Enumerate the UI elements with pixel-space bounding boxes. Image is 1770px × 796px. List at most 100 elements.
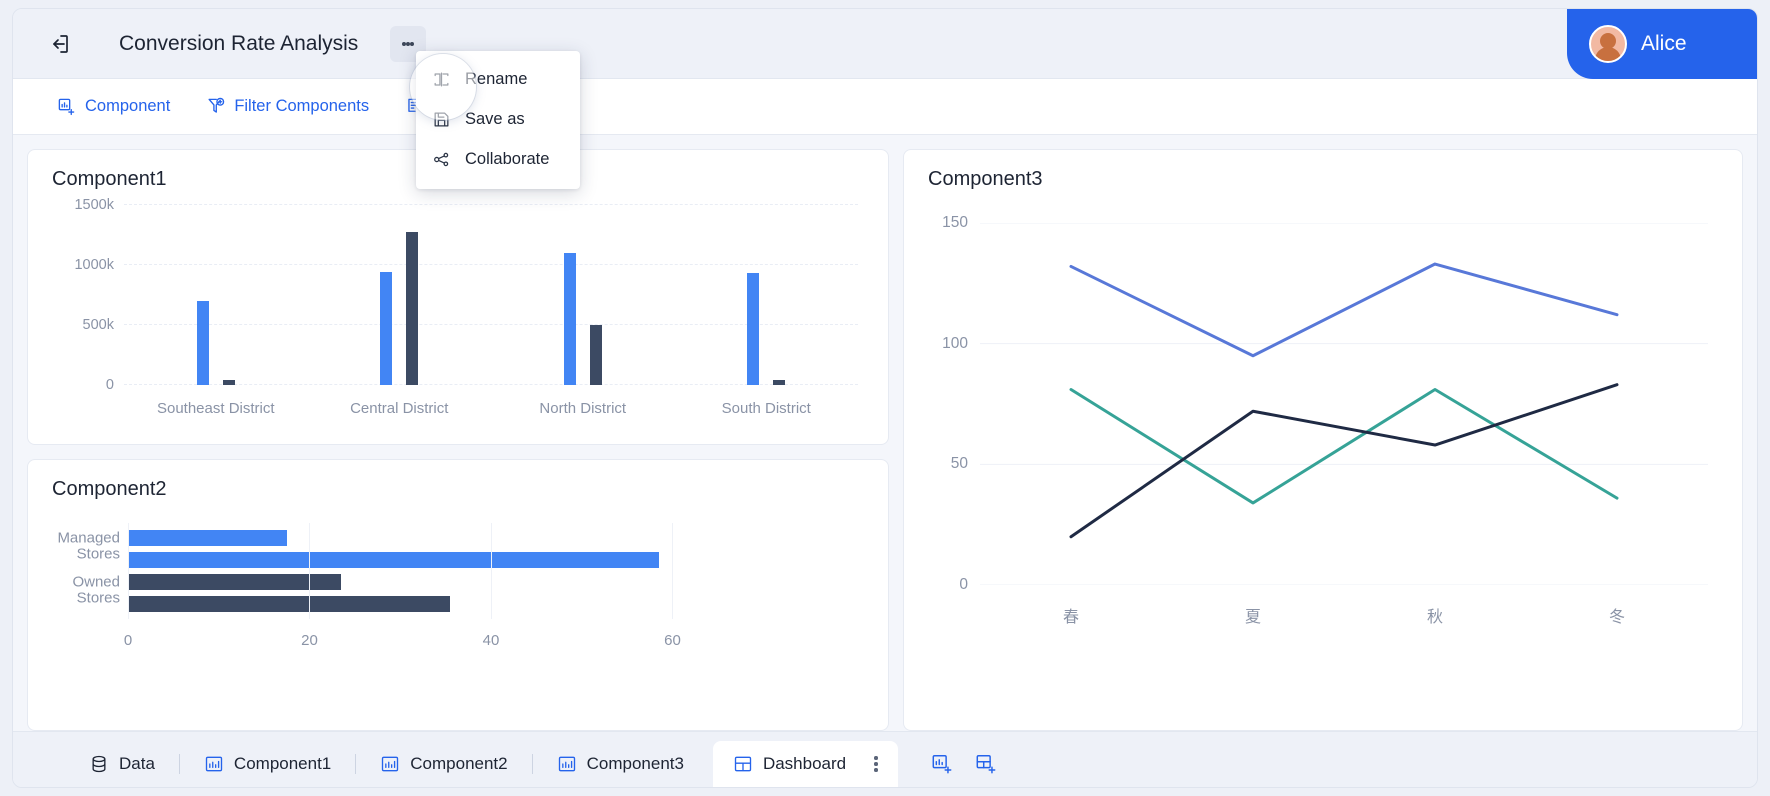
tab-data[interactable]: Data [69, 741, 175, 787]
left-column: Component1 0 500k 1000k 1500k Southeast Dis… [27, 149, 889, 731]
bar[interactable] [589, 325, 602, 385]
bar-row [128, 552, 736, 568]
tab-component2[interactable]: Component2 [360, 741, 527, 787]
y-axis-tick-label: 150 [942, 214, 968, 231]
bar[interactable] [563, 253, 576, 385]
kebab-dot [406, 41, 411, 46]
tab-dashboard[interactable]: Dashboard [712, 741, 898, 787]
filter-components-button[interactable]: Filter Components [188, 87, 387, 127]
tab-label: Dashboard [762, 754, 847, 773]
add-chart-icon [57, 97, 76, 116]
y-axis-tick-label: 0 [959, 576, 968, 593]
bar-row: Owned Stores [72, 574, 736, 605]
bottom-tab-bar: Data Component1 Component2 Component3 Dashbo… [13, 731, 1757, 787]
menu-item-collaborate[interactable]: Collaborate [416, 139, 580, 179]
page-title: Conversion Rate Analysis [119, 31, 359, 55]
line-chart-svg [980, 223, 1708, 585]
gridline [672, 523, 674, 619]
add-component-button[interactable]: Component [39, 87, 188, 127]
more-options-icon[interactable] [390, 25, 427, 62]
y-axis-tick-label: 1500k [74, 197, 114, 213]
bar[interactable] [128, 596, 451, 612]
component1-card[interactable]: Component1 0 500k 1000k 1500k Southeast Dis… [27, 149, 889, 445]
avatar-body [1595, 47, 1621, 61]
component1-title: Component1 [52, 168, 167, 190]
dashboard-canvas: Component1 0 500k 1000k 1500k Southeast Dis… [13, 51, 1757, 731]
tab-label: Component1 [233, 754, 332, 773]
y-axis-category-label: Owned Stores [72, 573, 120, 606]
title-bar: Conversion Rate Analysis Alice [13, 9, 1757, 79]
bar[interactable] [196, 301, 209, 385]
bar-chart-icon [204, 754, 224, 774]
tab-separator [178, 754, 180, 774]
y-axis-tick-label: 100 [942, 334, 968, 352]
bar-row [128, 596, 736, 612]
x-axis-tick-label: 冬 [1608, 609, 1626, 626]
tab-separator [355, 754, 357, 774]
exit-arrow-icon[interactable] [43, 27, 77, 61]
component1-bars [124, 205, 858, 385]
line-series[interactable] [1069, 383, 1619, 539]
bar-row: Managed Stores [57, 530, 736, 561]
gridline [128, 523, 129, 619]
tab-label: Component2 [410, 754, 508, 773]
document-options-menu[interactable]: Rename Save as [416, 51, 580, 189]
x-axis-tick-label: 夏 [1244, 609, 1262, 626]
x-axis-tick-label: 60 [664, 632, 681, 649]
component3-chart: 0 50 100 150 春 夏 秋 冬 [914, 201, 1718, 641]
tab-separator [531, 754, 533, 774]
menu-item-collaborate-label: Collaborate [465, 149, 550, 168]
x-axis-tick-label: North District [539, 400, 627, 417]
bar[interactable] [406, 232, 419, 385]
line-series[interactable] [1069, 262, 1619, 358]
add-chart-icon[interactable] [920, 741, 964, 787]
component1-x-axis: Southeast District Central District North … [124, 400, 858, 417]
bar[interactable] [222, 379, 235, 385]
bar-chart-icon [380, 754, 400, 774]
avatar [1589, 25, 1627, 63]
x-axis-tick-label: 春 [1062, 609, 1080, 626]
tab-component3[interactable]: Component3 [537, 741, 704, 787]
add-dashboard-icon[interactable] [964, 741, 1008, 787]
line-series[interactable] [1069, 388, 1619, 505]
bar[interactable] [128, 530, 287, 546]
bar-chart-icon [557, 754, 577, 774]
kebab-dot [410, 41, 415, 46]
x-axis-tick-label: 20 [301, 632, 318, 649]
application-window: Conversion Rate Analysis Alice [12, 8, 1758, 788]
tab-component1[interactable]: Component1 [184, 741, 351, 787]
bar-group [308, 205, 492, 385]
dashboard-grid-icon [733, 754, 753, 774]
user-account-button[interactable]: Alice [1567, 9, 1757, 79]
bar[interactable] [380, 272, 393, 385]
component1-chart: 0 500k 1000k 1500k Southeast District Centra… [48, 197, 868, 423]
component1-gridlines: 0 500k 1000k 1500k [74, 197, 858, 393]
x-axis-tick-label: 秋 [1426, 609, 1444, 626]
tab-label: Data [119, 754, 155, 773]
gridline [309, 523, 311, 619]
bar[interactable] [128, 552, 659, 568]
gridline [124, 264, 858, 265]
bar[interactable] [747, 272, 760, 385]
collaborate-icon [432, 150, 451, 169]
tab-more-icon[interactable] [874, 755, 878, 773]
component3-title: Component3 [928, 168, 1043, 190]
tab-label: Component3 [586, 754, 684, 773]
bar[interactable] [128, 574, 342, 590]
y-axis-tick-label: 1000k [74, 257, 114, 274]
add-component-label: Component [85, 97, 171, 115]
y-axis-tick-label: 50 [950, 455, 968, 473]
y-axis-tick-label: 500k [82, 317, 114, 334]
component2-card[interactable]: Component2 Managed Stores Owned Stores 0 20 4… [27, 459, 889, 731]
x-axis-tick-label: South District [721, 400, 811, 417]
bar[interactable] [773, 380, 786, 385]
x-axis-tick-label: Southeast District [156, 400, 275, 417]
x-axis-tick-label: 40 [482, 632, 500, 649]
filter-components-label: Filter Components [234, 97, 370, 115]
component2-title: Component2 [52, 478, 167, 500]
add-filter-icon [206, 97, 225, 116]
component3-card[interactable]: Component3 0 50 100 150 春 夏 秋 冬 [903, 149, 1743, 731]
component2-chart: Managed Stores Owned Stores 0 20 40 60 [48, 523, 868, 653]
component3-plot-area: 0 50 100 150 春 夏 秋 冬 [942, 214, 1708, 626]
